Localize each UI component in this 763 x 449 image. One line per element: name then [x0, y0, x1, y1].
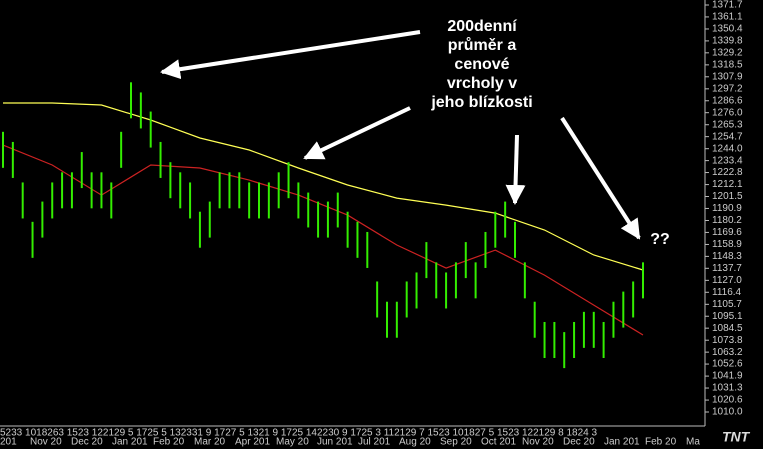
x-month-label: Ma — [686, 437, 700, 448]
x-month-label: Jan 201 — [604, 437, 640, 448]
y-tick-label: 1233.4 — [712, 155, 743, 166]
y-tick-label: 1286.6 — [712, 95, 743, 106]
y-tick-label: 1073.8 — [712, 335, 743, 346]
y-tick-label: 1169.6 — [712, 227, 742, 238]
x-month-label: Dec 20 — [71, 437, 103, 448]
y-tick-label: 1265.3 — [712, 119, 743, 130]
y-tick-label: 1031.3 — [712, 383, 743, 394]
moving-average — [3, 102, 644, 271]
arrow — [303, 106, 411, 160]
y-tick-label: 1318.5 — [712, 60, 743, 71]
arrow — [505, 134, 526, 205]
y-tick-label: 1297.2 — [712, 83, 743, 94]
y-tick-label: 1137.7 — [712, 263, 742, 274]
x-month-label: Feb 20 — [645, 437, 677, 448]
y-tick-label: 1371.7 — [712, 0, 743, 11]
annotation: průměr a — [448, 37, 517, 54]
x-month-label: Sep 20 — [440, 437, 472, 448]
y-tick-label: 1041.9 — [712, 371, 743, 382]
x-day-labels: 5233 1018263 1523 122129 5 1725 5 132331… — [0, 428, 597, 439]
y-tick-label: 1329.2 — [712, 47, 743, 58]
y-tick-label: 1010.0 — [712, 407, 743, 418]
y-tick-label: 1063.2 — [712, 347, 743, 358]
y-tick-label: 1212.1 — [712, 179, 743, 190]
x-month-label: 201 — [0, 437, 17, 448]
x-month-label: Dec 20 — [563, 437, 595, 448]
x-month-label: Jul 201 — [358, 437, 391, 448]
x-month-label: Jun 201 — [317, 437, 353, 448]
y-tick-label: 1020.6 — [712, 395, 743, 406]
y-tick-label: 1105.7 — [712, 299, 742, 310]
y-tick-label: 1244.0 — [712, 143, 743, 154]
y-tick-label: 1116.4 — [712, 287, 742, 298]
y-tick-label: 1361.1 — [712, 12, 743, 23]
y-tick-label: 1190.9 — [712, 203, 742, 214]
x-month-label: Oct 201 — [481, 437, 516, 448]
x-month-label: Apr 201 — [235, 437, 270, 448]
x-month-label: Nov 20 — [30, 437, 62, 448]
annotation: cenové — [454, 56, 509, 73]
arrow — [560, 116, 641, 240]
logo: TNT — [722, 429, 751, 445]
x-month-label: May 20 — [276, 437, 309, 448]
annotation: vrcholy v — [447, 75, 517, 92]
y-tick-label: 1180.2 — [712, 215, 742, 226]
annotation: ?? — [650, 231, 670, 248]
x-month-label: Feb 20 — [153, 437, 185, 448]
arrows — [160, 30, 641, 240]
moving-average — [2, 144, 644, 336]
annotation: jeho blízkosti — [430, 94, 532, 111]
y-tick-label: 1307.9 — [712, 71, 743, 82]
x-month-label: Aug 20 — [399, 437, 431, 448]
x-month-label: Mar 20 — [194, 437, 226, 448]
y-tick-label: 1222.8 — [712, 167, 743, 178]
y-tick-label: 1095.1 — [712, 311, 743, 322]
y-tick-label: 1084.5 — [712, 323, 743, 334]
annotation: 200denní — [447, 18, 517, 35]
arrow — [160, 30, 421, 80]
y-tick-label: 1254.7 — [712, 131, 743, 142]
x-month-label: Nov 20 — [522, 437, 554, 448]
y-tick-label: 1052.6 — [712, 359, 743, 370]
y-tick-label: 1350.4 — [712, 24, 743, 35]
y-tick-label: 1158.9 — [712, 239, 742, 250]
y-tick-label: 1201.5 — [712, 191, 743, 202]
y-tick-label: 1339.8 — [712, 36, 743, 47]
y-tick-label: 1127.0 — [712, 275, 742, 286]
y-tick-label: 1148.3 — [712, 251, 742, 262]
x-month-label: Jan 201 — [112, 437, 148, 448]
y-tick-label: 1276.0 — [712, 107, 743, 118]
